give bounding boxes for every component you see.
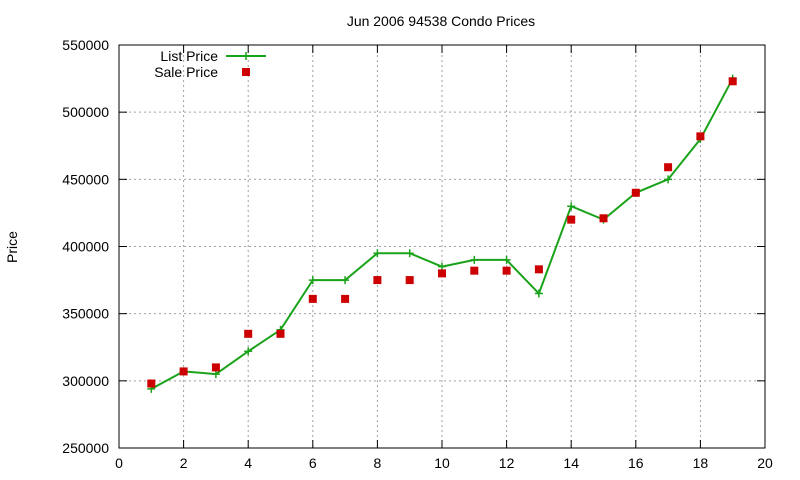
sale-price-point bbox=[179, 367, 188, 376]
x-tick-label: 2 bbox=[180, 455, 188, 471]
sale-price-point bbox=[696, 132, 705, 141]
series-sale-price bbox=[147, 77, 737, 388]
list-price-point bbox=[502, 255, 511, 264]
x-tick-label: 6 bbox=[309, 455, 317, 471]
list-price-point bbox=[211, 370, 220, 379]
sale-price-point bbox=[728, 77, 737, 86]
y-tick-label: 500000 bbox=[62, 104, 109, 120]
sale-price-point bbox=[534, 265, 543, 274]
sale-price-point bbox=[438, 269, 446, 278]
list-price-point bbox=[534, 289, 543, 298]
x-tick-label: 12 bbox=[499, 455, 515, 471]
sale-price-point bbox=[502, 266, 511, 275]
list-price-point bbox=[244, 347, 253, 356]
y-tick-label: 550000 bbox=[62, 37, 109, 53]
sale-price-point bbox=[341, 294, 350, 303]
list-price-point bbox=[341, 276, 350, 285]
sale-price-point bbox=[664, 163, 673, 172]
sale-price-point bbox=[405, 276, 414, 285]
sale-price-point bbox=[244, 329, 253, 338]
series bbox=[147, 74, 737, 393]
legend-cross-marker bbox=[242, 52, 250, 60]
legend-label: List Price bbox=[160, 48, 218, 64]
y-axis-label: Price bbox=[4, 231, 20, 263]
sale-price-point bbox=[470, 266, 479, 275]
list-price-point bbox=[405, 249, 414, 258]
list-price-point bbox=[373, 249, 382, 258]
grid bbox=[119, 45, 765, 448]
sale-price-point bbox=[373, 276, 382, 285]
sale-price-point bbox=[147, 379, 156, 388]
list-price-point bbox=[438, 262, 446, 271]
x-tick-label: 20 bbox=[757, 455, 773, 471]
x-tick-label: 10 bbox=[434, 455, 450, 471]
list-price-point bbox=[567, 202, 576, 211]
y-tick-label: 450000 bbox=[62, 171, 109, 187]
x-tick-label: 0 bbox=[115, 455, 123, 471]
x-tick-label: 14 bbox=[563, 455, 579, 471]
list-price-point bbox=[470, 255, 479, 264]
y-tick-label: 400000 bbox=[62, 239, 109, 255]
sale-price-point bbox=[276, 329, 285, 338]
sale-price-point bbox=[599, 214, 608, 223]
chart-title: Jun 2006 94538 Condo Prices bbox=[347, 13, 535, 29]
y-tick-label: 250000 bbox=[62, 440, 109, 456]
x-tick-label: 8 bbox=[374, 455, 382, 471]
sale-price-point bbox=[308, 294, 317, 303]
sale-price-point bbox=[567, 215, 576, 224]
y-tick-label: 350000 bbox=[62, 306, 109, 322]
x-tick-label: 16 bbox=[628, 455, 644, 471]
axes: 0 2 4 6 8 10 12 14 16 18 20 250000 300000 350000 40000… bbox=[62, 37, 773, 471]
list-price-point bbox=[664, 175, 673, 184]
list-price-point bbox=[308, 276, 317, 285]
legend-label: Sale Price bbox=[154, 64, 218, 80]
legend-square-marker bbox=[242, 68, 250, 76]
x-tick-label: 18 bbox=[693, 455, 709, 471]
y-tick-label: 300000 bbox=[62, 373, 109, 389]
sale-price-point bbox=[211, 363, 220, 372]
sale-price-point bbox=[631, 188, 640, 197]
x-tick-label: 4 bbox=[244, 455, 252, 471]
